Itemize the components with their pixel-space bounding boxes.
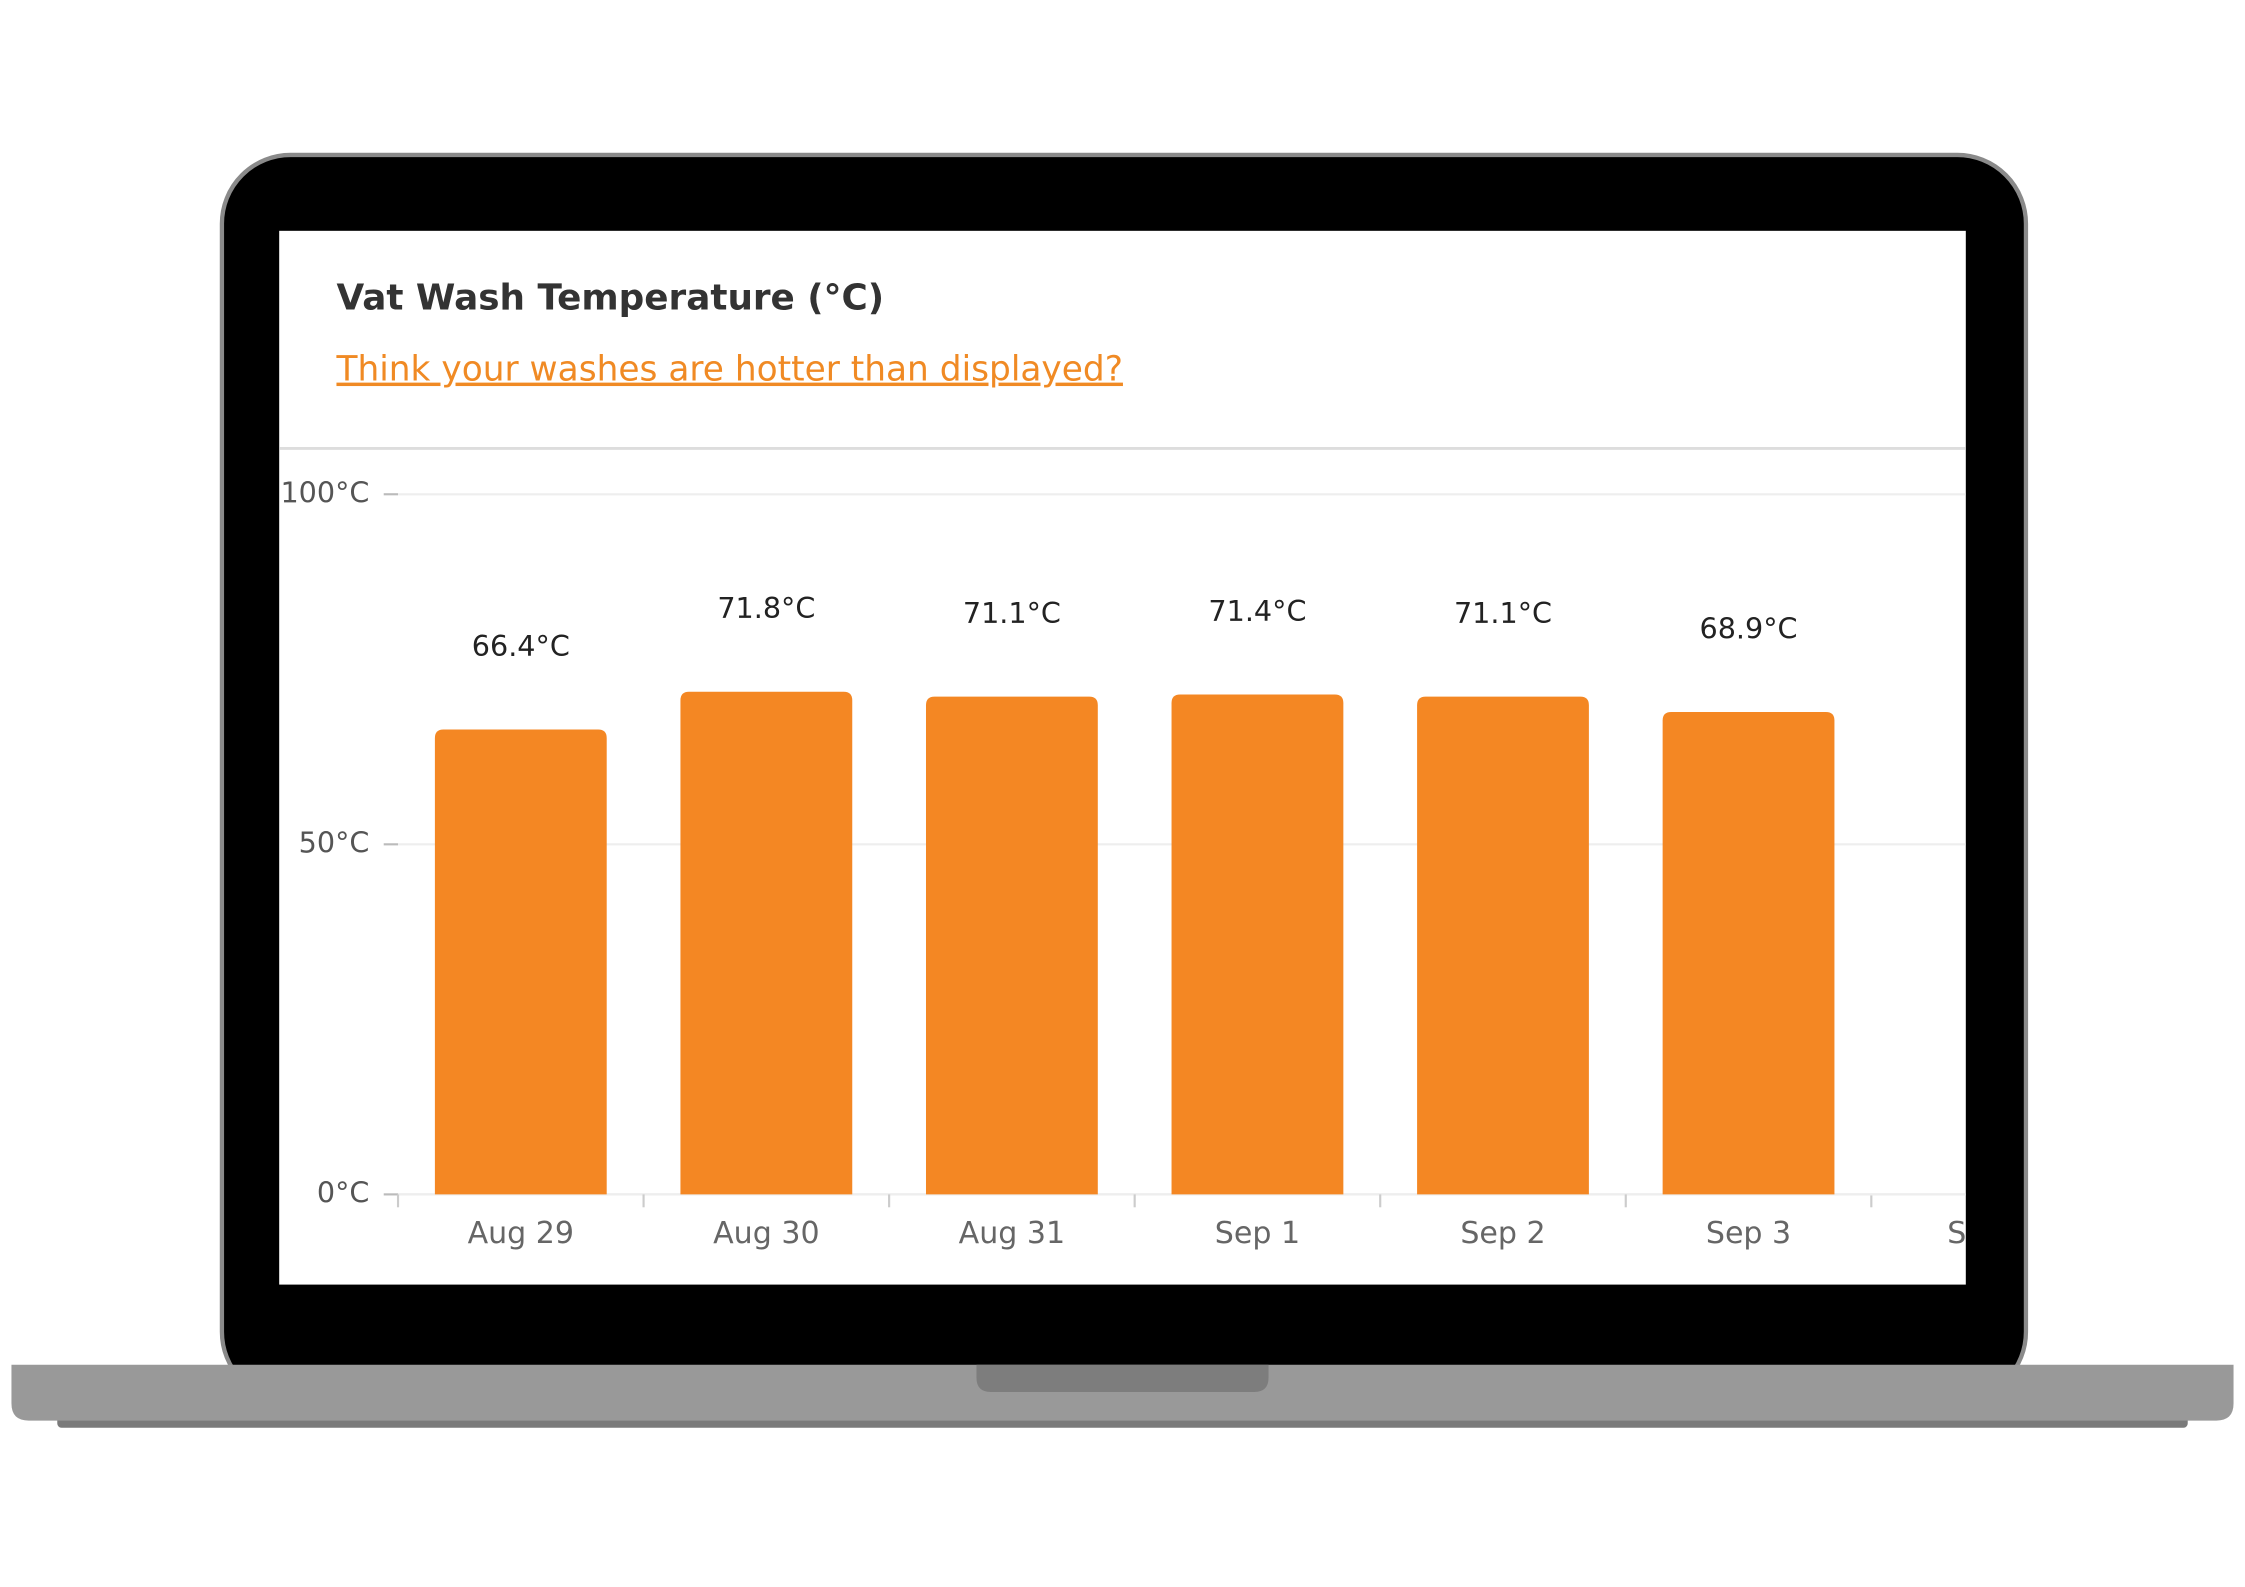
bar xyxy=(1662,712,1835,1195)
x-tick-label: Sep 1 xyxy=(1215,1216,1300,1251)
dashboard: Vat Wash Temperature (°C) Think your was… xyxy=(279,278,1966,1251)
x-tick-label: Aug 29 xyxy=(468,1216,574,1251)
help-link[interactable]: Think your washes are hotter than displa… xyxy=(335,350,1123,390)
y-tick-label: 0°C xyxy=(317,1175,370,1209)
bar xyxy=(1171,694,1344,1195)
y-tick-label: 50°C xyxy=(299,825,370,859)
x-tick-label: Sep 2 xyxy=(1460,1216,1545,1251)
value-label: 71.1°C xyxy=(1454,596,1552,630)
value-label: 66.4°C xyxy=(472,629,570,663)
bar xyxy=(434,729,607,1195)
value-label: 71.8°C xyxy=(717,591,815,625)
chart-title: Vat Wash Temperature (°C) xyxy=(336,278,884,319)
x-tick-label: Sep 3 xyxy=(1706,1216,1791,1251)
value-label: 71.1°C xyxy=(963,596,1061,630)
y-tick-label: 100°C xyxy=(280,475,369,509)
x-tick-label: Aug 30 xyxy=(713,1216,819,1251)
value-label: 71.4°C xyxy=(1208,594,1306,628)
base xyxy=(11,1364,2234,1421)
bar xyxy=(1417,696,1589,1195)
x-tick-label: Aug 31 xyxy=(959,1216,1065,1251)
notch xyxy=(976,1364,1269,1392)
value-label: 68.9°C xyxy=(1700,611,1798,645)
bar xyxy=(925,696,1098,1195)
bar xyxy=(680,691,853,1195)
x-tick-label-clipped: S xyxy=(1947,1216,1966,1251)
